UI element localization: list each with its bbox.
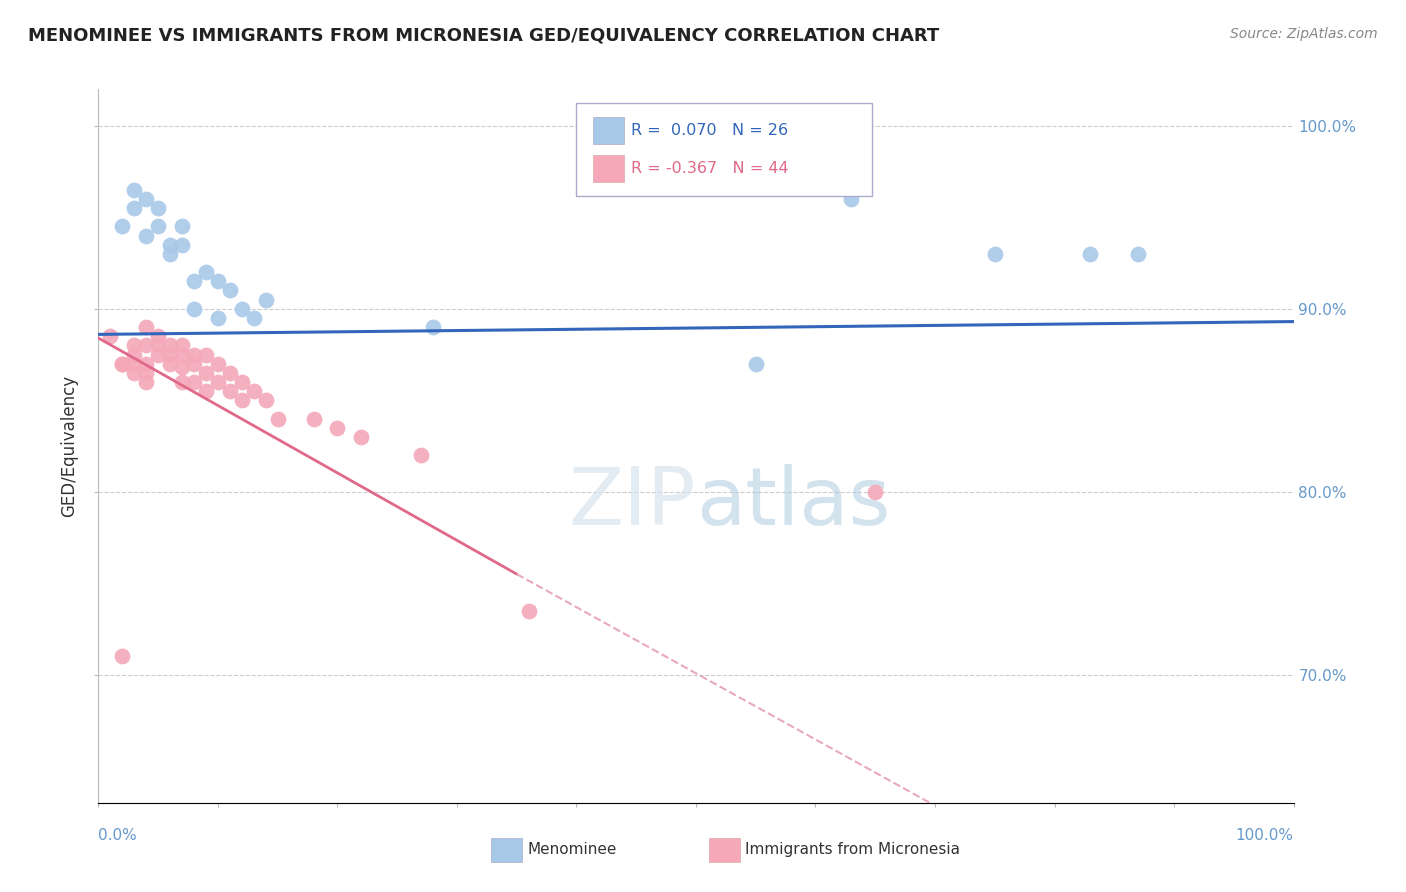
Point [148, 347, 170, 361]
Point [111, 357, 134, 371]
Point [148, 329, 170, 343]
Point [148, 338, 170, 352]
Point [207, 357, 229, 371]
Point [148, 201, 170, 215]
Point [195, 384, 218, 398]
Point [231, 393, 253, 408]
Point [231, 375, 253, 389]
Point [172, 237, 194, 252]
Point [159, 338, 181, 352]
Point [219, 384, 242, 398]
Point [183, 301, 205, 316]
Point [135, 375, 157, 389]
Text: Source: ZipAtlas.com: Source: ZipAtlas.com [1230, 27, 1378, 41]
Point [124, 347, 146, 361]
Point [124, 357, 146, 371]
Point [243, 310, 266, 325]
Point [159, 357, 181, 371]
Point [1080, 247, 1102, 261]
Point [984, 247, 1007, 261]
Point [183, 357, 205, 371]
Text: 0.0%: 0.0% [98, 828, 138, 843]
Point [411, 448, 433, 462]
Point [111, 357, 134, 371]
Point [98, 329, 122, 343]
Point [124, 201, 146, 215]
Text: R =  0.070   N = 26: R = 0.070 N = 26 [631, 123, 789, 137]
Point [243, 384, 266, 398]
Text: MENOMINEE VS IMMIGRANTS FROM MICRONESIA GED/EQUIVALENCY CORRELATION CHART: MENOMINEE VS IMMIGRANTS FROM MICRONESIA … [28, 27, 939, 45]
Point [207, 274, 229, 288]
Point [302, 411, 325, 425]
Point [159, 247, 181, 261]
Point [172, 347, 194, 361]
Point [135, 357, 157, 371]
Point [124, 338, 146, 352]
Point [124, 366, 146, 380]
Point [172, 338, 194, 352]
Point [326, 420, 349, 434]
Y-axis label: GED/Equivalency: GED/Equivalency [60, 375, 79, 517]
Point [350, 430, 373, 444]
Point [183, 347, 205, 361]
Text: R = -0.367   N = 44: R = -0.367 N = 44 [631, 161, 789, 176]
Point [111, 649, 134, 664]
Point [159, 347, 181, 361]
Point [219, 366, 242, 380]
Point [865, 484, 887, 499]
Text: Immigrants from Micronesia: Immigrants from Micronesia [745, 842, 960, 857]
Point [841, 192, 863, 206]
Point [517, 604, 540, 618]
Point [254, 293, 277, 307]
Point [148, 219, 170, 234]
Text: atlas: atlas [696, 464, 890, 542]
Point [231, 301, 253, 316]
Point [219, 284, 242, 298]
Text: Menominee: Menominee [527, 842, 617, 857]
Point [745, 357, 768, 371]
Point [172, 375, 194, 389]
Point [195, 265, 218, 279]
Point [195, 366, 218, 380]
Text: ZIP: ZIP [568, 464, 696, 542]
Point [183, 375, 205, 389]
Text: 100.0%: 100.0% [1236, 828, 1294, 843]
Point [1128, 247, 1150, 261]
Point [135, 320, 157, 334]
Point [135, 366, 157, 380]
Point [195, 347, 218, 361]
Point [124, 183, 146, 197]
Point [135, 228, 157, 243]
Point [135, 338, 157, 352]
Point [207, 375, 229, 389]
Point [254, 393, 277, 408]
Point [267, 411, 290, 425]
Point [207, 310, 229, 325]
Point [183, 274, 205, 288]
Point [135, 192, 157, 206]
Point [172, 360, 194, 375]
Point [159, 237, 181, 252]
Point [111, 219, 134, 234]
Point [422, 320, 444, 334]
Point [172, 219, 194, 234]
